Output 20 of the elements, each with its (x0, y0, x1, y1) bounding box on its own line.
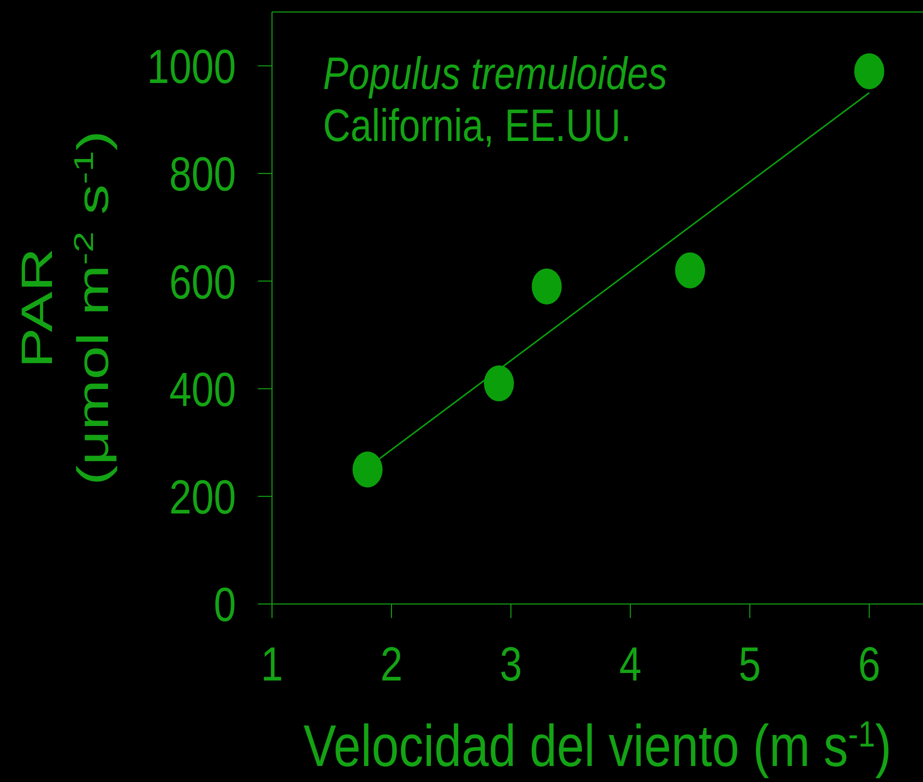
annotation: California, EE.UU. (323, 100, 632, 151)
y-tick-label: 400 (169, 364, 236, 417)
y-tick-label: 200 (169, 471, 236, 524)
y-tick-label: 0 (214, 578, 236, 632)
y-tick-label: 600 (169, 256, 236, 310)
point (854, 53, 884, 90)
y-tick-label: 1000 (147, 40, 236, 94)
point (675, 252, 706, 288)
x-axis-title: Velocidad del viento (m s$^{-1}$) (304, 714, 892, 780)
x-tick-label: 5 (738, 638, 761, 692)
point (484, 365, 514, 402)
x-tick-label: 6 (858, 638, 880, 692)
x-tick-label: 4 (619, 638, 642, 692)
x-tick-label: 2 (380, 638, 403, 692)
x-tick-label: 3 (500, 638, 522, 692)
point (352, 451, 383, 488)
annotation: Populus tremuloides (323, 48, 668, 99)
x-tick-label: 1 (260, 638, 284, 692)
point (532, 268, 562, 304)
y-tick-label: 800 (169, 148, 236, 202)
